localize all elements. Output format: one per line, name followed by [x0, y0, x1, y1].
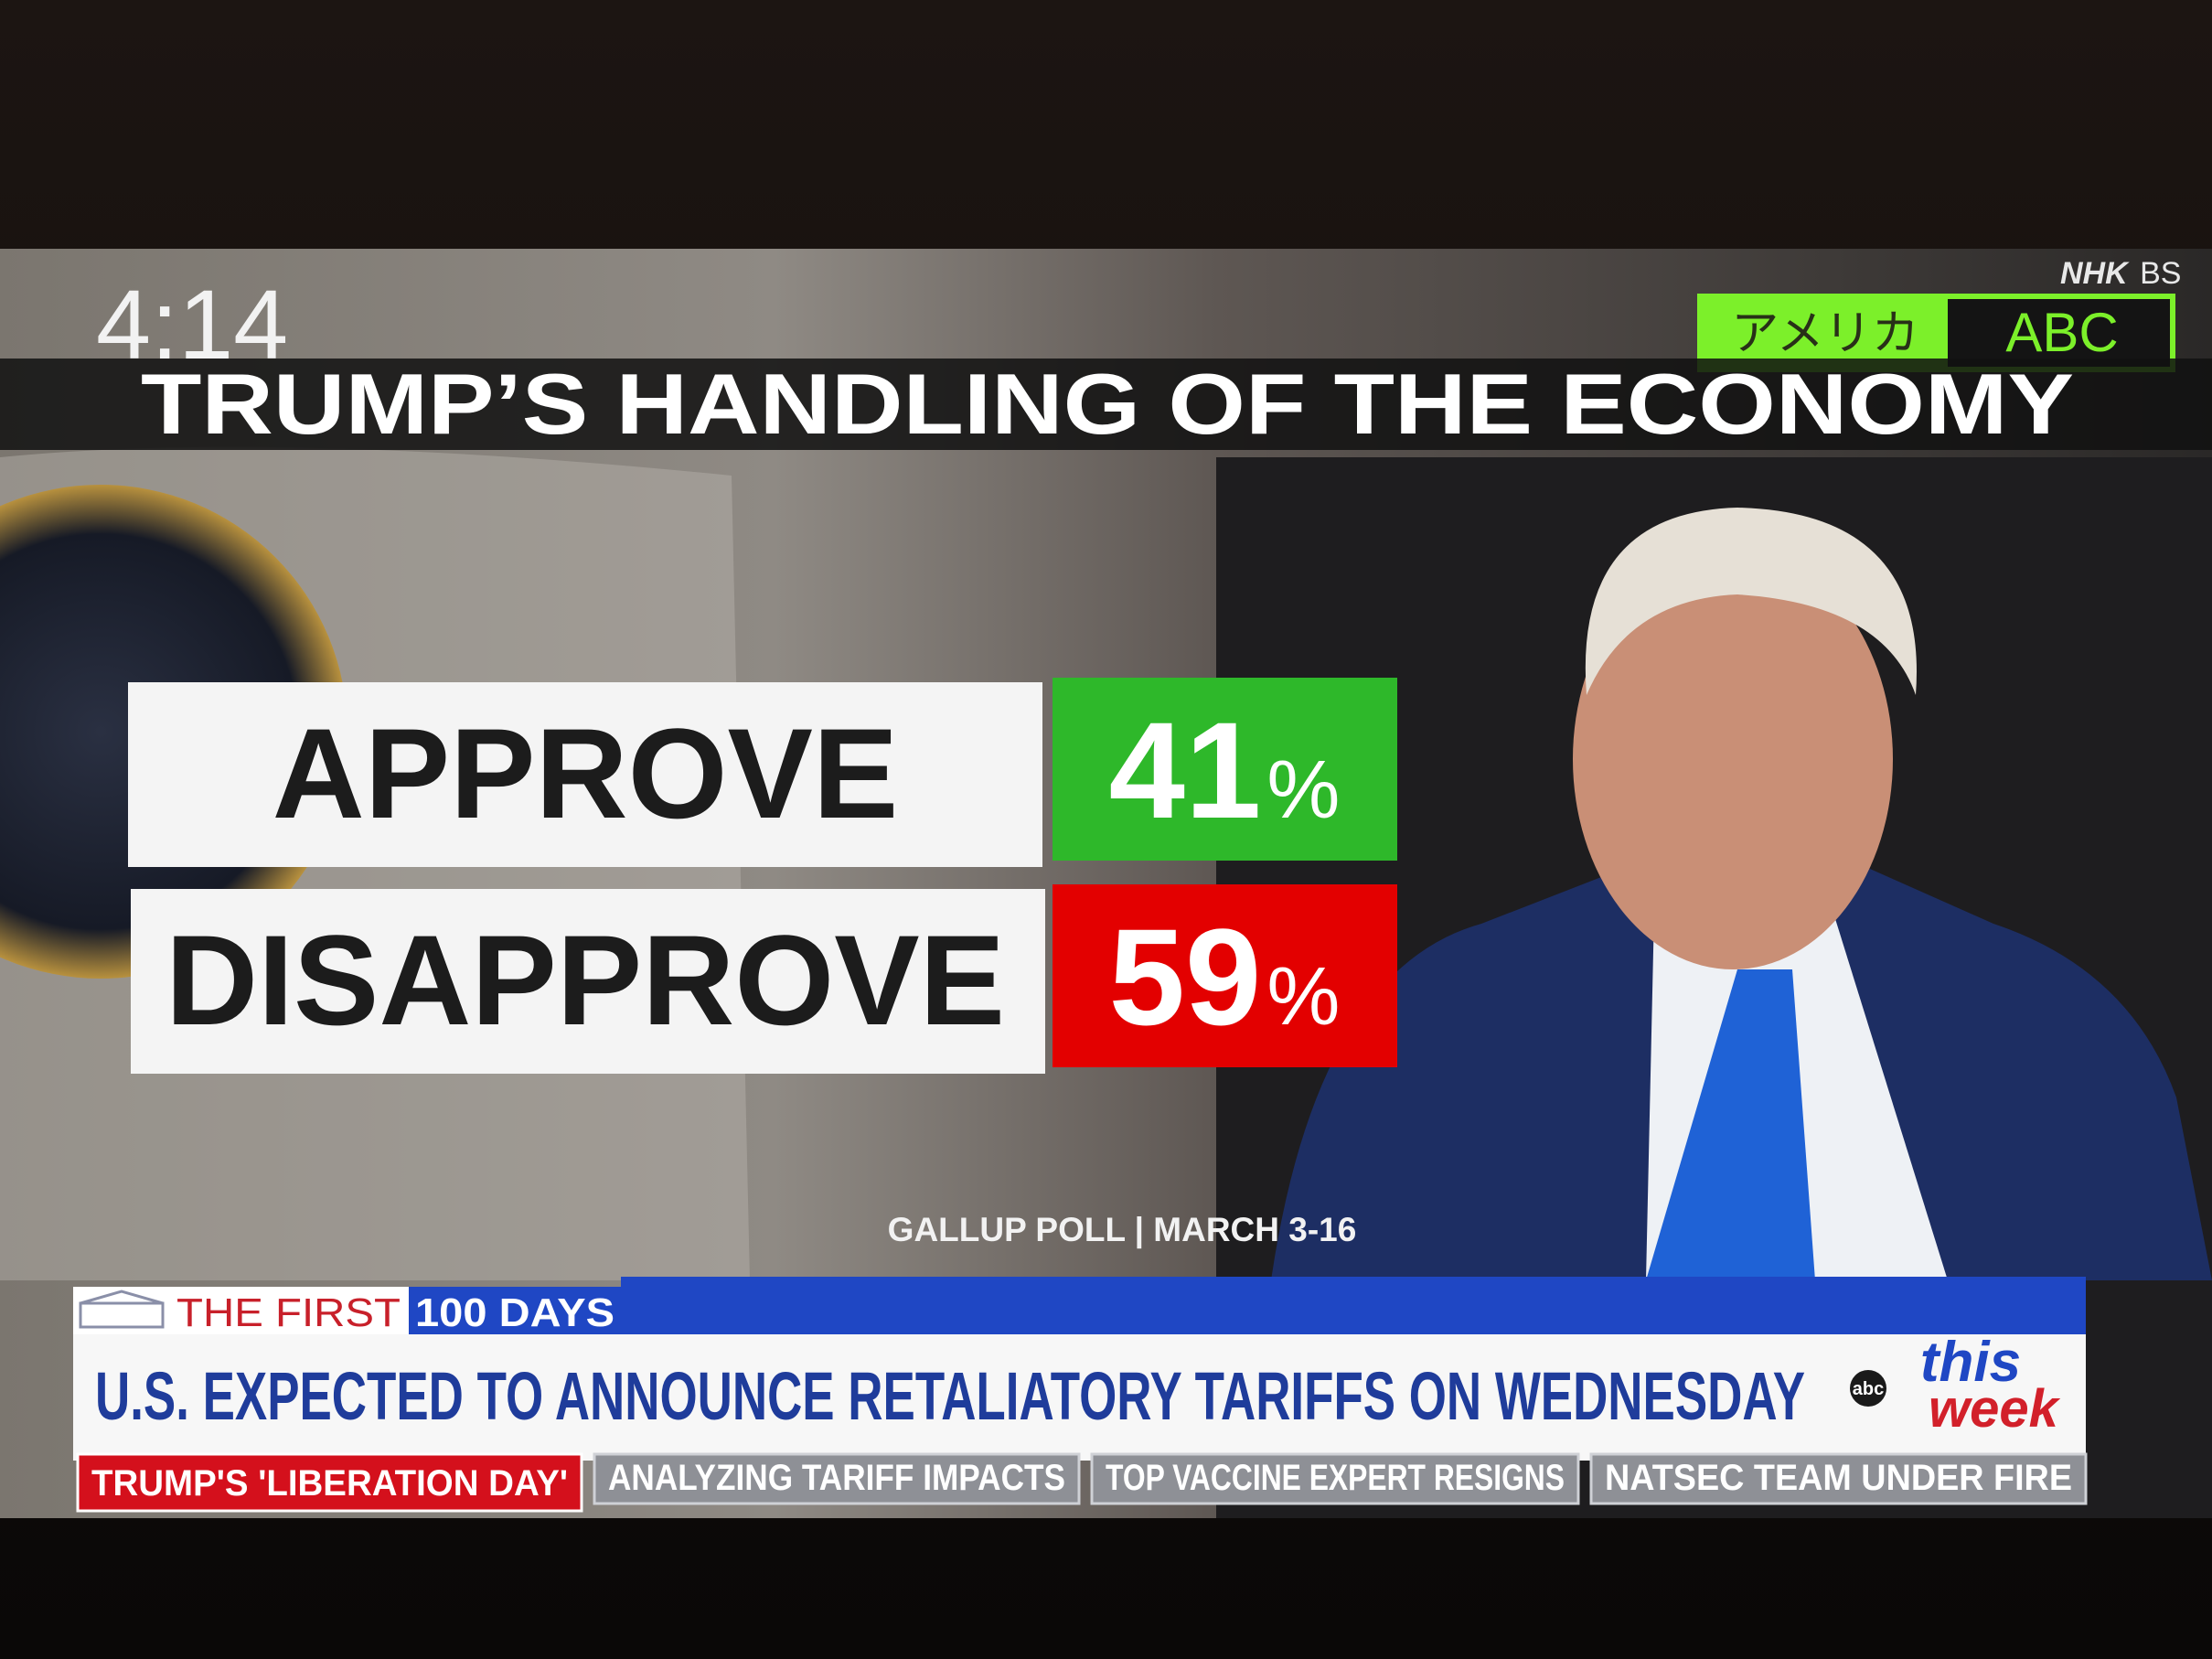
row-unit: % [1266, 951, 1340, 1043]
row-value: 41% [1109, 693, 1341, 847]
poll-rows: APPROVE 41% DISAPPROVE 59% [128, 678, 1397, 1074]
ticker-item: TRUMP'S 'LIBERATION DAY' [91, 1463, 568, 1504]
row-value-bg [1053, 884, 1397, 1067]
row-value-bg [1053, 678, 1397, 861]
segment-bar [621, 1277, 2086, 1334]
title-band [0, 359, 2212, 450]
ticker-item: NATSEC TEAM UNDER FIRE [1605, 1458, 2072, 1498]
ticker-item: ANALYZING TARIFF IMPACTS [608, 1458, 1065, 1498]
person [1271, 508, 2212, 1280]
headline-bg [73, 1334, 2086, 1461]
row-label: DISAPPROVE [166, 908, 1005, 1052]
segment-name-bg [409, 1287, 622, 1334]
network-logo: abc [1853, 1379, 1884, 1399]
ticker-item-bg [593, 1452, 1081, 1505]
title: TRUMP’S HANDLING OF THE ECONOMY [141, 356, 2074, 452]
ticker-item-bg [1589, 1452, 2088, 1505]
region-badge: アメリカ [1731, 307, 1918, 360]
ticker: TRUMP'S 'LIBERATION DAY' ANALYZING TARIFF… [76, 1452, 2088, 1513]
row-unit: % [1266, 744, 1340, 836]
channel-logo: NHK BS [2060, 256, 2181, 291]
white-house-icon [79, 1290, 165, 1329]
segment-name: 100 DAYS [415, 1290, 614, 1335]
ticker-item: TOP VACCINE EXPERT RESIGNS [1106, 1458, 1565, 1498]
channel-suffix: BS [2140, 256, 2181, 291]
row-label-bg [131, 889, 1045, 1074]
channel-brand: NHK [2060, 256, 2130, 291]
row-number: 41 [1109, 693, 1262, 847]
headline: U.S. EXPECTED TO ANNOUNCE RETALIATORY TA… [95, 1358, 1805, 1434]
row-label: APPROVE [272, 701, 899, 845]
row-value: 59% [1109, 900, 1341, 1054]
row-number: 59 [1109, 900, 1262, 1054]
network-logo-bg [1850, 1370, 1886, 1407]
ticker-item-bg [1090, 1452, 1580, 1505]
segment-prefix: THE FIRST [176, 1290, 401, 1335]
show-logo-bottom: week [1929, 1379, 2061, 1439]
network-badge: ABC [2005, 302, 2118, 363]
region-badge-bg [1703, 299, 1948, 367]
row-label-bg [128, 682, 1042, 867]
source: GALLUP POLL | MARCH 3-16 [888, 1211, 1357, 1249]
ticker-item-bg [76, 1452, 583, 1513]
show-logo-top: this [1920, 1331, 2021, 1394]
